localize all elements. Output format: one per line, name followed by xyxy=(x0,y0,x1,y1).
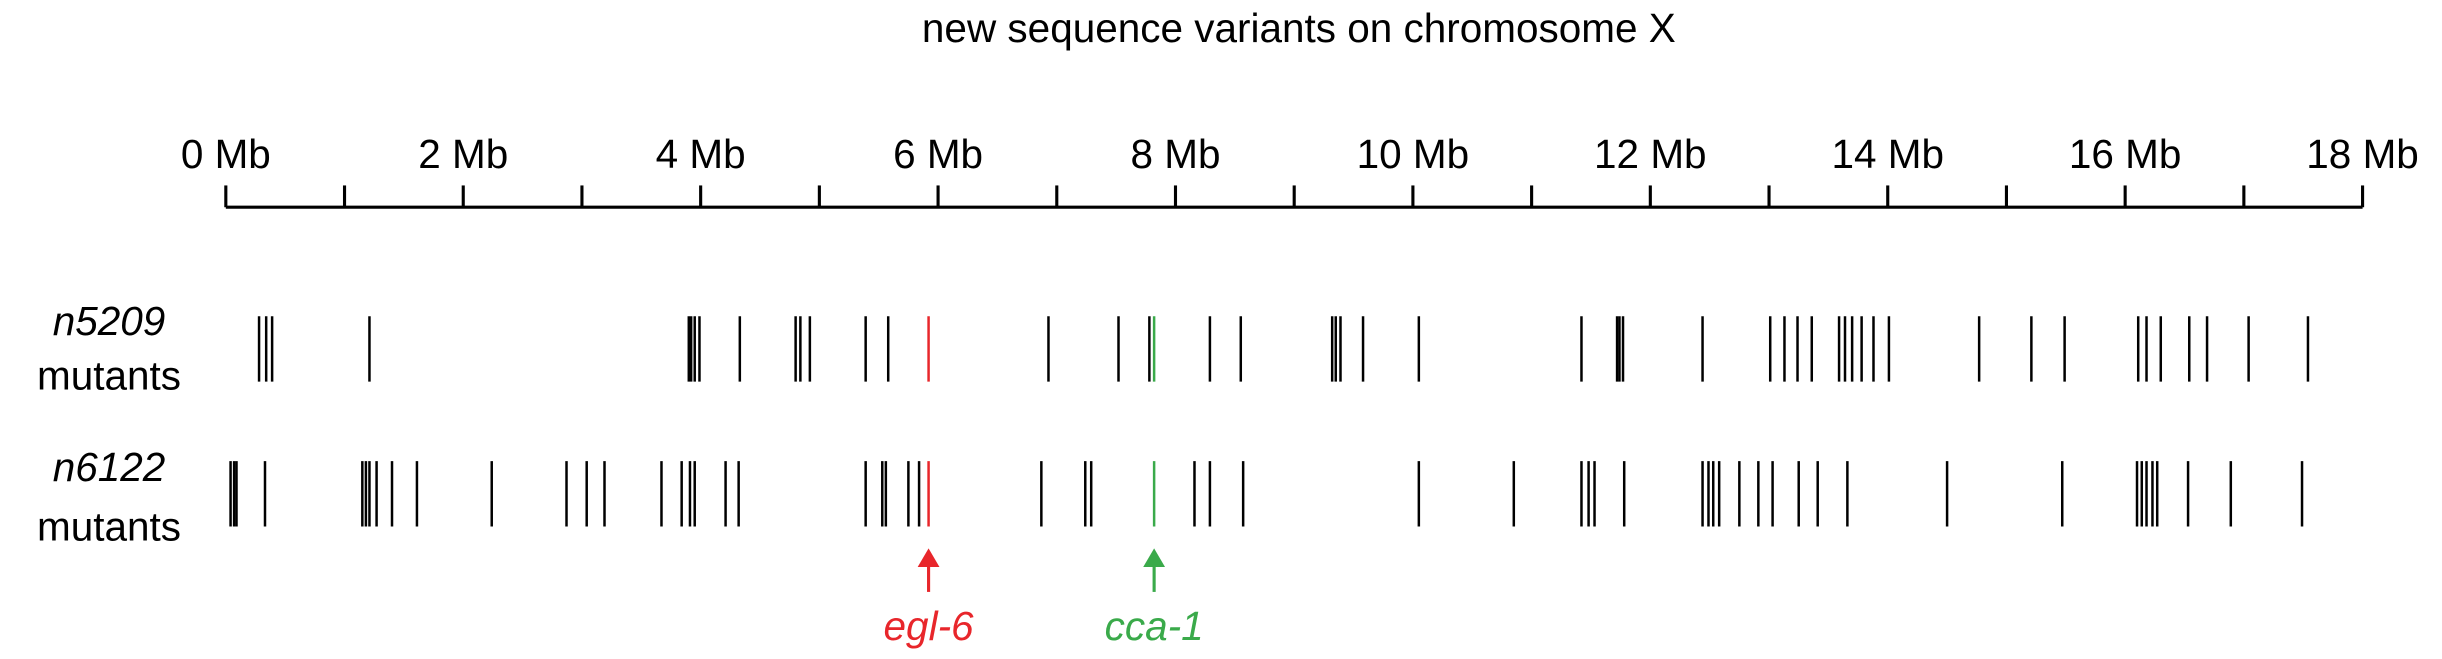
x-tick-label: 6 Mb xyxy=(893,131,983,177)
x-tick-label: 4 Mb xyxy=(656,131,746,177)
annotation-label: cca-1 xyxy=(1105,603,1204,649)
series-name-suffix: mutants xyxy=(37,503,181,549)
annotation-arrowhead xyxy=(1143,548,1166,568)
x-tick-label: 2 Mb xyxy=(418,131,508,177)
series-name: n5209 xyxy=(53,298,166,344)
series-name: n6122 xyxy=(53,444,166,490)
x-tick-label: 0 Mb xyxy=(181,131,271,177)
x-tick-label: 10 Mb xyxy=(1357,131,1470,177)
x-tick-label: 14 Mb xyxy=(1831,131,1944,177)
chart-title: new sequence variants on chromosome X xyxy=(922,5,1676,51)
x-tick-label: 12 Mb xyxy=(1594,131,1707,177)
annotation-arrowhead xyxy=(917,548,940,568)
x-tick-label: 18 Mb xyxy=(2306,131,2419,177)
annotation-label: egl-6 xyxy=(884,603,975,649)
x-tick-label: 8 Mb xyxy=(1130,131,1220,177)
x-tick-label: 16 Mb xyxy=(2069,131,2182,177)
series-name-suffix: mutants xyxy=(37,352,181,398)
